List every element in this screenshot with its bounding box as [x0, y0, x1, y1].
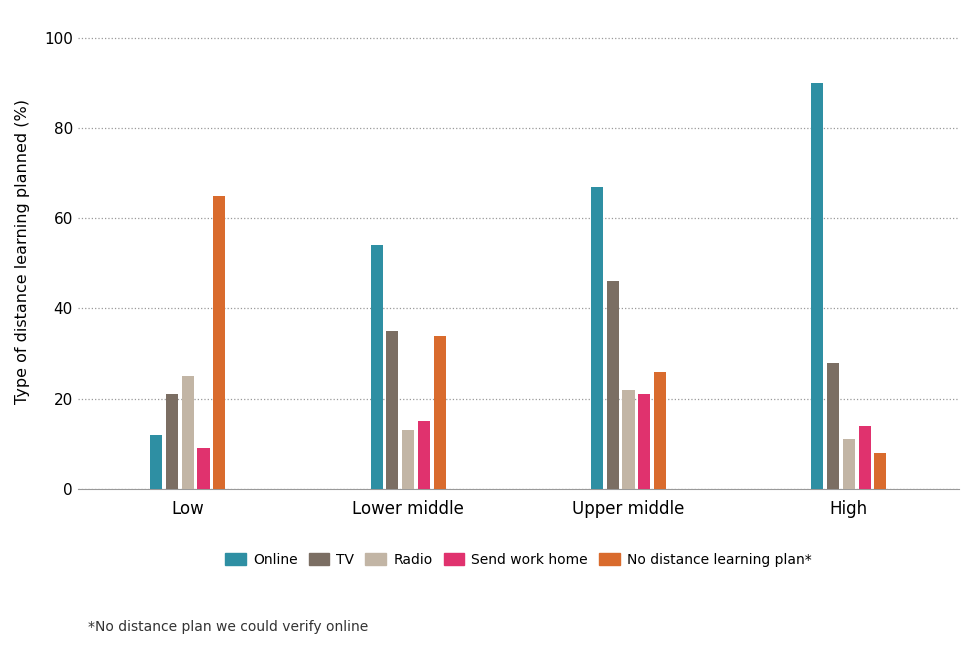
Bar: [591, 187, 603, 489]
Bar: [875, 453, 886, 489]
Bar: [433, 335, 446, 489]
Legend: Online, TV, Radio, Send work home, No distance learning plan*: Online, TV, Radio, Send work home, No di…: [225, 552, 811, 567]
Bar: [811, 83, 823, 489]
Bar: [387, 331, 398, 489]
Bar: [622, 390, 634, 489]
Bar: [654, 372, 666, 489]
Bar: [198, 448, 209, 489]
Bar: [150, 435, 163, 489]
Bar: [827, 363, 840, 489]
Bar: [607, 281, 618, 489]
Text: *No distance plan we could verify online: *No distance plan we could verify online: [88, 619, 368, 634]
Bar: [213, 196, 225, 489]
Bar: [638, 394, 651, 489]
Bar: [858, 426, 871, 489]
Bar: [182, 376, 194, 489]
Bar: [843, 439, 855, 489]
Bar: [418, 421, 430, 489]
Bar: [166, 394, 178, 489]
Y-axis label: Type of distance learning planned (%): Type of distance learning planned (%): [15, 99, 30, 404]
Bar: [402, 430, 414, 489]
Bar: [370, 245, 383, 489]
